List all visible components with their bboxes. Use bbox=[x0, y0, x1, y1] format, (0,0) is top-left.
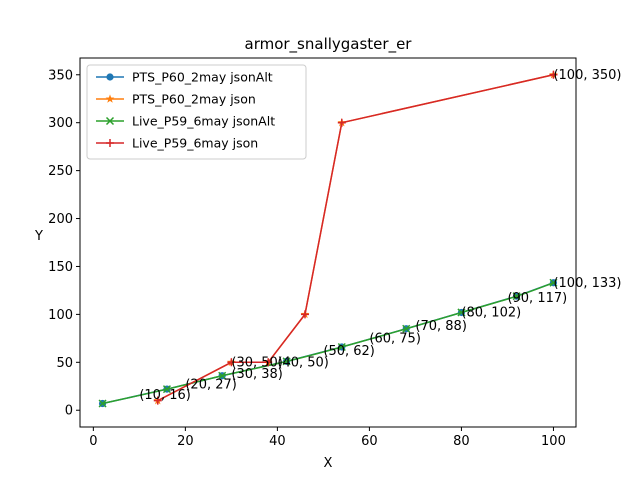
plot-area bbox=[98, 70, 558, 408]
data-label: (70, 88) bbox=[415, 319, 467, 334]
y-tick-label: 200 bbox=[48, 212, 73, 227]
data-label: (100, 133) bbox=[553, 276, 621, 291]
data-point bbox=[549, 278, 558, 287]
legend-marker bbox=[105, 94, 115, 103]
y-tick-label: 0 bbox=[65, 404, 73, 419]
data-point bbox=[337, 118, 346, 127]
legend-entry: Live_P59_6may jsonAlt bbox=[96, 114, 275, 129]
data-point bbox=[264, 358, 273, 367]
marker-x bbox=[402, 324, 411, 333]
marker-x bbox=[512, 292, 521, 301]
legend-marker bbox=[106, 73, 114, 81]
series-4 bbox=[153, 70, 558, 405]
series-3 bbox=[98, 278, 558, 408]
x-tick-label: 20 bbox=[177, 434, 194, 449]
data-point bbox=[218, 371, 227, 380]
legend-entry: PTS_P60_2may json bbox=[96, 92, 256, 107]
legend-marker bbox=[106, 139, 114, 147]
y-tick-label: 50 bbox=[56, 356, 73, 371]
data-label: (50, 62) bbox=[323, 344, 375, 359]
data-label: (100, 350) bbox=[553, 68, 621, 83]
data-label: (30, 38) bbox=[231, 367, 283, 382]
data-label: (80, 102) bbox=[461, 305, 521, 320]
marker-plus bbox=[264, 358, 273, 367]
data-point bbox=[153, 396, 162, 405]
series-line bbox=[157, 74, 554, 402]
legend-label: Live_P59_6may json bbox=[132, 136, 258, 151]
legend-entry: Live_P59_6may json bbox=[96, 136, 258, 151]
marker-plus bbox=[300, 310, 309, 319]
data-point bbox=[162, 385, 171, 394]
marker-x bbox=[98, 399, 107, 408]
y-tick-label: 350 bbox=[48, 68, 73, 83]
data-label: (40, 50) bbox=[277, 355, 329, 370]
marker-x bbox=[162, 385, 171, 394]
legend-box bbox=[86, 64, 307, 160]
marker-plus bbox=[106, 139, 114, 147]
y-axis-label: Y bbox=[34, 229, 43, 244]
y-tick-label: 250 bbox=[48, 164, 73, 179]
marker-x bbox=[457, 308, 466, 317]
data-labels: (10, 16)(20, 27)(30, 38)(30, 50)(40, 50)… bbox=[139, 68, 621, 403]
data-point bbox=[227, 358, 236, 367]
marker-plus bbox=[153, 396, 162, 405]
y-tick-label: 300 bbox=[48, 116, 73, 131]
data-point bbox=[300, 310, 309, 319]
data-point bbox=[98, 399, 107, 408]
axes: 0 20 40 60 80 100 0 50 100 150 200 250 300 350 bbox=[48, 57, 577, 449]
marker-circle bbox=[106, 73, 114, 81]
axes-frame bbox=[79, 57, 577, 428]
data-point bbox=[282, 357, 291, 366]
marker-x bbox=[218, 371, 227, 380]
data-label: (60, 75) bbox=[369, 331, 421, 346]
legend-label: PTS_P60_2may json bbox=[132, 92, 256, 107]
marker-star bbox=[105, 94, 115, 103]
x-tick-label: 100 bbox=[541, 434, 566, 449]
data-point bbox=[512, 292, 521, 301]
marker-x bbox=[282, 357, 291, 366]
marker-plus bbox=[549, 70, 558, 79]
legend-label: PTS_P60_2may jsonAlt bbox=[132, 70, 273, 85]
chart-title: armor_snallygaster_er bbox=[245, 35, 413, 54]
y-tick-label: 150 bbox=[48, 260, 73, 275]
marker-x bbox=[337, 342, 346, 352]
data-label: (10, 16) bbox=[139, 388, 191, 403]
marker-plus bbox=[227, 358, 236, 367]
x-axis-label: X bbox=[324, 456, 333, 471]
data-point bbox=[402, 324, 411, 333]
data-label: (30, 50) bbox=[231, 355, 283, 370]
y-tick-label: 100 bbox=[48, 308, 73, 323]
x-tick-label: 60 bbox=[361, 434, 378, 449]
x-tick-label: 40 bbox=[269, 434, 286, 449]
legend-marker bbox=[105, 116, 115, 126]
marker-x bbox=[549, 278, 558, 287]
data-label: (20, 27) bbox=[185, 377, 237, 392]
data-point bbox=[457, 308, 466, 317]
data-label: (90, 117) bbox=[507, 291, 567, 306]
marker-x bbox=[105, 116, 115, 126]
data-point bbox=[549, 70, 558, 79]
x-tick-label: 80 bbox=[453, 434, 470, 449]
legend: PTS_P60_2may jsonAlt PTS_P60_2may json Liv… bbox=[86, 64, 307, 160]
legend-label: Live_P59_6may jsonAlt bbox=[132, 114, 275, 129]
legend-entry: PTS_P60_2may jsonAlt bbox=[96, 70, 273, 85]
marker-plus bbox=[337, 118, 346, 127]
x-tick-label: 0 bbox=[89, 434, 97, 449]
data-point bbox=[337, 342, 346, 352]
